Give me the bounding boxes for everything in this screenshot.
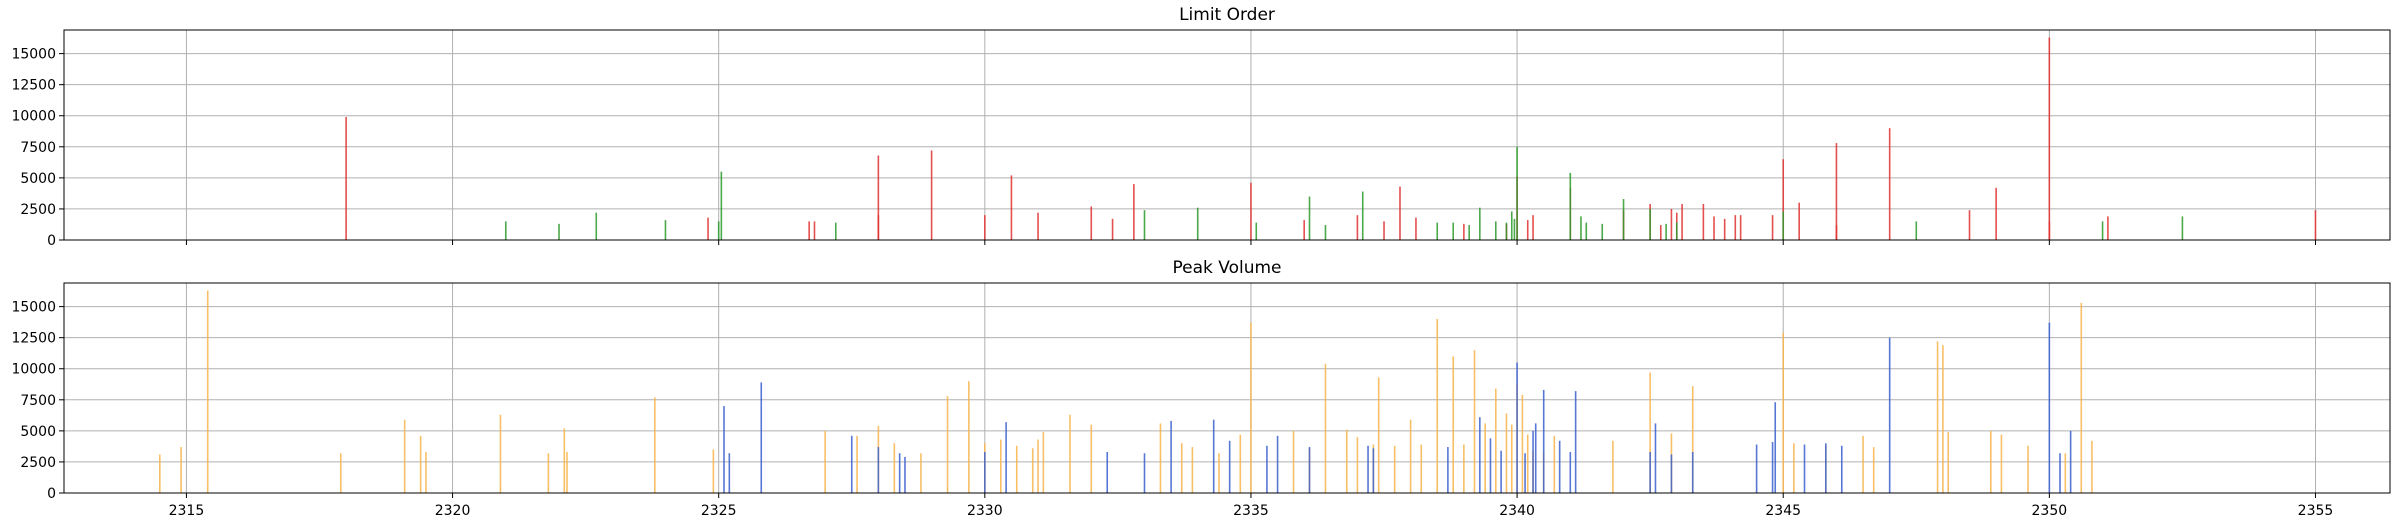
peak-volume-y-tick-label: 10000 — [11, 362, 56, 378]
peak-volume-x-tick-label: 2350 — [2032, 503, 2068, 519]
peak-volume-bars — [159, 290, 2093, 493]
limit-order-y-tick-label: 5000 — [20, 171, 56, 187]
peak-volume-ticks: 0 2500 5000 7500 10000 12500 15000 2315 2320 2325… — [11, 300, 2333, 519]
peak-volume-x-tick-label: 2330 — [967, 503, 1003, 519]
limit-order-panel: 0 2500 5000 7500 10000 12500 15000 Limit Order — [11, 5, 2391, 249]
limit-order-bars — [345, 37, 2317, 240]
limit-order-axes-frame — [63, 29, 2391, 241]
peak-volume-x-tick-label: 2325 — [701, 503, 737, 519]
peak-volume-x-tick-label: 2320 — [435, 503, 471, 519]
peak-volume-x-tick-label: 2345 — [1765, 503, 1801, 519]
limit-order-y-tick-label: 0 — [47, 233, 56, 249]
limit-order-y-tick-label: 7500 — [20, 140, 56, 156]
peak-volume-x-tick-label: 2340 — [1499, 503, 1535, 519]
peak-volume-title: Peak Volume — [1173, 258, 1282, 278]
peak-volume-x-tick-label: 2355 — [2298, 503, 2334, 519]
peak-volume-y-tick-label: 7500 — [20, 393, 56, 409]
peak-volume-y-tick-label: 0 — [47, 486, 56, 502]
peak-volume-y-tick-label: 2500 — [20, 455, 56, 471]
peak-volume-x-tick-label: 2315 — [169, 503, 205, 519]
peak-volume-y-tick-label: 15000 — [11, 300, 56, 316]
peak-volume-axes-frame — [63, 282, 2391, 494]
limit-order-ticks: 0 2500 5000 7500 10000 12500 15000 — [11, 47, 2316, 249]
peak-volume-x-tick-label: 2335 — [1233, 503, 1269, 519]
limit-order-y-tick-label: 15000 — [11, 47, 56, 63]
peak-volume-panel: 0 2500 5000 7500 10000 12500 15000 2315 2320 2325… — [11, 258, 2391, 519]
peak-volume-y-tick-label: 12500 — [11, 331, 56, 347]
limit-order-y-tick-label: 12500 — [11, 78, 56, 94]
limit-order-y-tick-label: 2500 — [20, 202, 56, 218]
peak-volume-y-tick-label: 5000 — [20, 424, 56, 440]
limit-order-y-tick-label: 10000 — [11, 109, 56, 125]
limit-order-title: Limit Order — [1179, 5, 1275, 25]
